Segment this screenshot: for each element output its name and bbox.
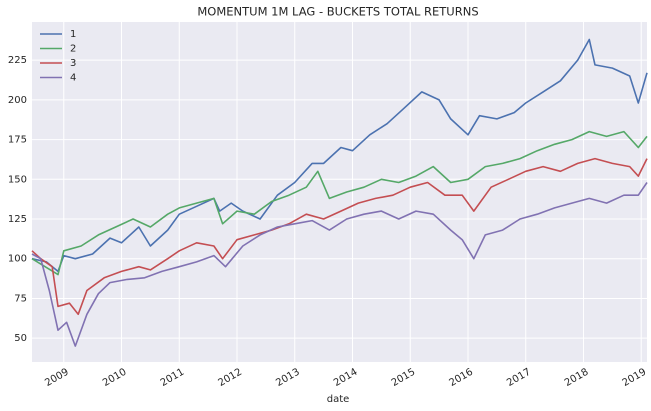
x-tick-label: 2016 [447, 367, 475, 389]
y-tick-label: 75 [14, 293, 27, 304]
x-tick-label: 2018 [563, 367, 591, 389]
series-line [31, 130, 648, 276]
x-tick-label: 2009 [43, 367, 71, 389]
x-tick-label: 2010 [101, 367, 129, 389]
legend-label: 3 [70, 58, 76, 69]
series-line [31, 157, 648, 316]
chart-title: MOMENTUM 1M LAG - BUCKETS TOTAL RETURNS [197, 5, 478, 19]
x-tick-label: 2012 [216, 367, 244, 389]
plot-area [32, 22, 647, 362]
y-tick-label: 225 [8, 55, 27, 66]
y-tick-label: 100 [8, 254, 27, 265]
x-tick-label: 2015 [390, 367, 418, 389]
y-tick-label: 50 [14, 333, 27, 344]
x-tick-label: 2017 [505, 367, 533, 389]
x-tick-label: 2011 [159, 367, 187, 389]
legend-label: 2 [70, 44, 76, 55]
y-tick-label: 125 [8, 214, 27, 225]
legend-label: 4 [70, 73, 76, 84]
x-axis-label: date [327, 394, 350, 405]
y-tick-label: 200 [8, 95, 27, 106]
x-tick-label: 2014 [332, 367, 360, 389]
x-tick-label: 2013 [274, 367, 302, 389]
legend-label: 1 [70, 29, 76, 40]
y-tick-label: 175 [8, 135, 27, 146]
x-tick-label: 2019 [621, 367, 649, 389]
y-tick-label: 150 [8, 174, 27, 185]
series-line [31, 182, 648, 347]
series-line [31, 38, 648, 273]
